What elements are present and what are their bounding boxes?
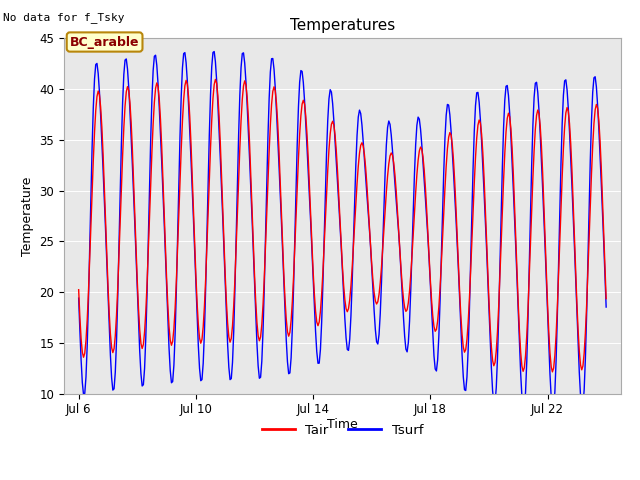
Text: No data for f_Tsky: No data for f_Tsky — [3, 12, 125, 23]
Legend: Tair, Tsurf: Tair, Tsurf — [256, 419, 429, 442]
Y-axis label: Temperature: Temperature — [21, 176, 34, 256]
Text: BC_arable: BC_arable — [70, 36, 140, 48]
Title: Temperatures: Temperatures — [290, 18, 395, 33]
X-axis label: Time: Time — [327, 418, 358, 431]
